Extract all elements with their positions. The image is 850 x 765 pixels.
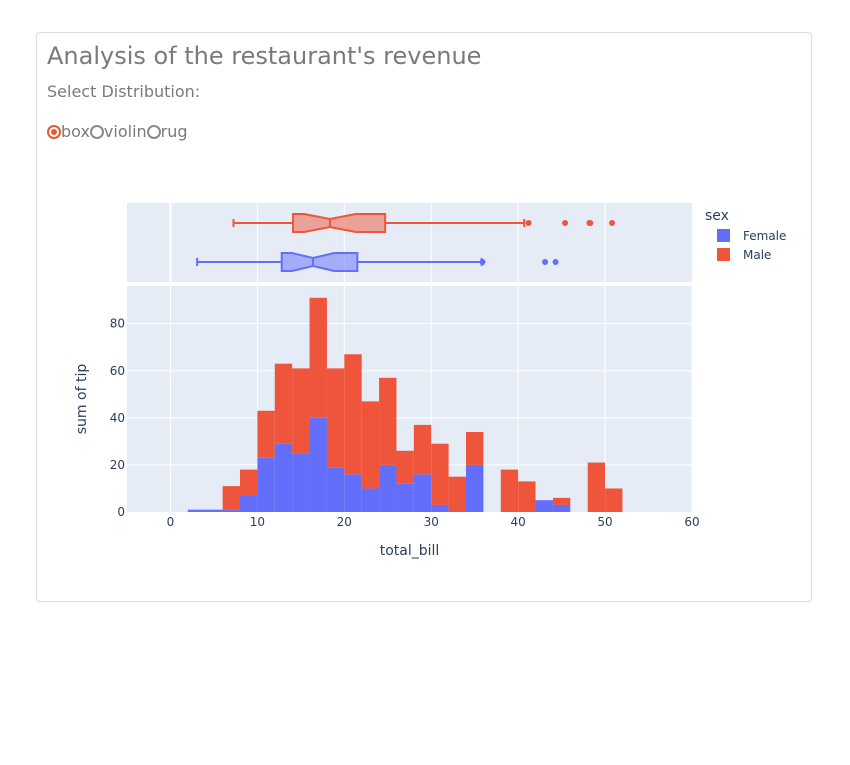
legend-item-female[interactable]: Female <box>717 229 786 243</box>
bar-male[interactable] <box>257 410 275 458</box>
bar-female[interactable] <box>552 504 571 512</box>
bar-male[interactable] <box>379 377 397 465</box>
bar-female[interactable] <box>240 495 258 512</box>
histogram-bars <box>187 297 623 512</box>
bar-female[interactable] <box>361 488 380 512</box>
bar-female[interactable] <box>466 464 484 512</box>
outlier-point[interactable] <box>587 220 594 226</box>
bar-female[interactable] <box>344 474 362 512</box>
bar-male[interactable] <box>466 431 484 465</box>
outlier-point[interactable] <box>479 259 486 265</box>
x-tick-label: 0 <box>167 515 175 529</box>
x-axis-title: total_bill <box>380 543 440 559</box>
legend[interactable]: sex Female Male <box>705 208 786 262</box>
bar-male[interactable] <box>500 469 519 512</box>
y-tick-label: 20 <box>110 458 125 472</box>
radio-label-rug: rug <box>160 122 188 141</box>
outlier-point[interactable] <box>552 259 559 265</box>
bar-male[interactable] <box>605 488 623 512</box>
x-tick-label: 40 <box>511 515 526 529</box>
bar-female[interactable] <box>205 509 223 512</box>
bar-male[interactable] <box>448 476 466 512</box>
bar-male[interactable] <box>396 450 414 484</box>
bar-female[interactable] <box>431 504 449 512</box>
y-axis-title: sum of tip <box>74 364 90 435</box>
radio-option-violin[interactable]: violin <box>89 122 147 141</box>
page-title: Analysis of the restaurant's revenue <box>47 42 482 70</box>
bar-male[interactable] <box>274 363 293 444</box>
x-tick-label: 30 <box>424 515 439 529</box>
bar-female[interactable] <box>222 509 240 512</box>
radio-option-rug[interactable]: rug <box>146 122 188 141</box>
distribution-radio-group: box violin rug <box>47 122 188 141</box>
bar-female[interactable] <box>274 443 293 512</box>
bar-female[interactable] <box>187 509 206 512</box>
x-tick-label: 60 <box>684 515 699 529</box>
radio-violin-icon[interactable] <box>89 124 104 139</box>
box-body <box>280 252 359 272</box>
bar-male[interactable] <box>361 401 380 489</box>
bar-male[interactable] <box>552 497 571 505</box>
legend-item-male[interactable]: Male <box>717 248 771 262</box>
bar-male[interactable] <box>518 481 536 512</box>
x-tick-label: 50 <box>597 515 612 529</box>
box-body <box>292 213 387 233</box>
bar-female[interactable] <box>413 474 432 512</box>
y-tick-label: 0 <box>117 505 125 519</box>
bar-male[interactable] <box>292 368 310 454</box>
bar-male[interactable] <box>344 354 362 475</box>
radio-label-violin: violin <box>103 122 147 141</box>
box-plot-male[interactable] <box>232 213 616 233</box>
box-plot-area <box>127 203 692 282</box>
bar-male[interactable] <box>222 486 240 510</box>
bar-female[interactable] <box>326 467 345 512</box>
y-tick-label: 40 <box>110 411 125 425</box>
outlier-point[interactable] <box>609 220 616 226</box>
legend-label-female: Female <box>743 229 786 243</box>
y-tick-label: 60 <box>110 364 125 378</box>
legend-title: sex <box>705 208 729 224</box>
distribution-label: Select Distribution: <box>47 82 201 101</box>
legend-swatch-female[interactable] <box>717 229 730 242</box>
box-plot-female[interactable] <box>196 252 559 272</box>
outlier-point[interactable] <box>525 220 532 226</box>
bar-male[interactable] <box>431 443 449 505</box>
bar-male[interactable] <box>413 424 432 475</box>
bar-female[interactable] <box>257 457 275 512</box>
bar-male[interactable] <box>240 469 258 496</box>
bar-male[interactable] <box>587 462 606 512</box>
tick-labels: 0 20 40 60 80 0 10 20 30 40 50 60 <box>110 317 700 529</box>
radio-option-box[interactable]: box <box>47 122 90 141</box>
radio-box-icon[interactable] <box>47 124 61 139</box>
box-plots <box>196 213 616 272</box>
legend-swatch-male[interactable] <box>717 248 730 261</box>
outlier-point[interactable] <box>542 259 549 265</box>
radio-label-box: box <box>61 122 90 141</box>
bar-male[interactable] <box>309 297 327 418</box>
bar-female[interactable] <box>309 417 327 512</box>
radio-rug-icon[interactable] <box>146 124 161 139</box>
x-tick-label: 20 <box>337 515 352 529</box>
x-tick-label: 10 <box>250 515 265 529</box>
bar-female[interactable] <box>396 483 414 512</box>
y-tick-label: 80 <box>110 317 125 331</box>
bar-female[interactable] <box>535 500 553 512</box>
outlier-point[interactable] <box>562 220 569 226</box>
bar-female[interactable] <box>379 464 397 512</box>
bar-male[interactable] <box>326 368 345 468</box>
bar-female[interactable] <box>292 453 310 512</box>
legend-label-male: Male <box>743 248 771 262</box>
